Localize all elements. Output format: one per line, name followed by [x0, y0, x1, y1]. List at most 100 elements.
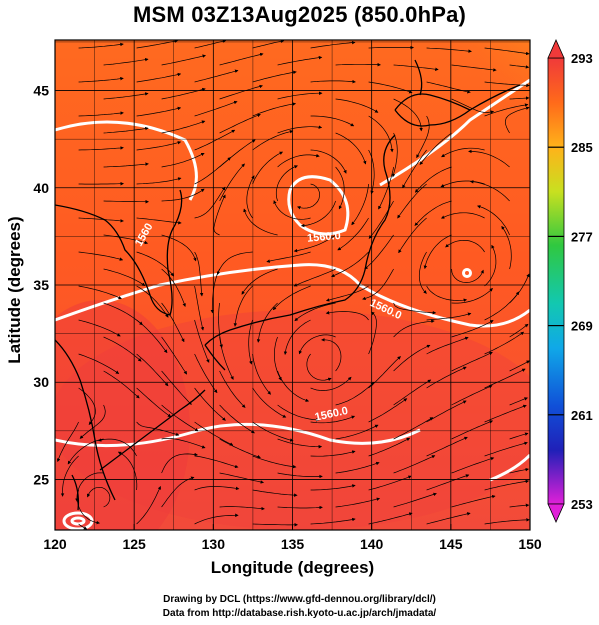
- streamline: [161, 234, 197, 262]
- colorbar-tick-label: 277: [571, 229, 593, 244]
- streamline: [76, 489, 100, 525]
- streamline: [78, 42, 124, 49]
- streamline: [393, 455, 436, 474]
- streamline: [484, 441, 528, 457]
- streamline: [310, 40, 356, 49]
- streamline: [484, 368, 526, 389]
- wind-streamlines: [56, 40, 530, 530]
- streamline: [451, 494, 496, 508]
- streamline: [426, 285, 468, 302]
- streamline: [451, 420, 494, 440]
- streamline: [219, 472, 264, 484]
- streamline: [78, 353, 120, 374]
- streamline: [78, 523, 88, 530]
- streamline: [426, 512, 471, 525]
- x-tick-label: 140: [360, 536, 384, 552]
- streamline: [219, 506, 265, 511]
- streamline: [161, 452, 198, 474]
- streamline: [219, 52, 264, 66]
- streamline: [194, 186, 226, 219]
- streamline: [252, 455, 297, 469]
- grid-lines: [55, 40, 530, 530]
- streamline: [335, 98, 379, 113]
- streamline: [368, 115, 394, 153]
- streamline: [393, 492, 437, 508]
- streamline: [241, 268, 278, 295]
- streamline: [468, 149, 510, 168]
- streamline: [335, 62, 381, 67]
- streamline: [335, 166, 345, 210]
- streamline: [78, 111, 124, 117]
- streamline: [293, 268, 336, 287]
- streamline: [216, 251, 253, 276]
- streamline: [252, 421, 294, 442]
- streamline: [414, 166, 452, 193]
- streamline: [393, 302, 437, 315]
- streamline: [136, 177, 182, 185]
- streamline: [194, 319, 210, 363]
- streamline: [393, 417, 434, 440]
- streamline: [194, 387, 226, 421]
- streamline: [194, 157, 232, 185]
- streamline: [194, 100, 238, 117]
- streamline: [103, 126, 149, 134]
- streamline: [103, 92, 149, 100]
- streamline: [98, 438, 137, 457]
- streamline: [419, 132, 452, 165]
- streamline: [136, 319, 168, 354]
- streamline: [484, 291, 520, 321]
- streamline: [78, 251, 124, 261]
- streamline: [103, 199, 149, 204]
- streamline: [86, 486, 111, 508]
- streamline: [331, 251, 369, 278]
- contour-lines: [55, 78, 530, 530]
- streamline: [300, 200, 336, 228]
- streamline: [426, 312, 472, 321]
- y-tick-label: 40: [33, 180, 49, 196]
- streamline: [451, 268, 484, 283]
- streamline: [56, 421, 79, 463]
- streamline: [445, 239, 485, 253]
- streamline: [337, 217, 369, 251]
- streamline: [335, 382, 375, 406]
- streamline: [103, 162, 149, 168]
- streamline: [368, 356, 401, 389]
- y-tick-label: 35: [33, 277, 49, 293]
- streamline: [393, 64, 439, 71]
- streamline: [509, 432, 529, 440]
- streamline: [368, 311, 377, 355]
- streamline: [194, 353, 218, 394]
- x-tick-label: 135: [281, 536, 305, 552]
- streamline: [310, 149, 347, 174]
- streamline: [219, 370, 246, 408]
- x-tick-label: 130: [202, 536, 226, 552]
- streamline: [310, 450, 356, 457]
- streamline: [103, 234, 149, 245]
- streamline: [325, 285, 369, 302]
- streamline: [277, 91, 323, 100]
- streamline: [484, 404, 527, 423]
- streamline: [103, 370, 140, 399]
- streamline: [136, 353, 169, 387]
- streamline: [194, 421, 234, 446]
- streamline: [136, 285, 169, 318]
- streamline: [368, 437, 411, 457]
- x-tick-label: 150: [518, 536, 542, 552]
- streamline: [423, 234, 452, 270]
- streamline: [310, 115, 355, 127]
- streamline: [368, 475, 412, 491]
- streamline: [294, 302, 336, 322]
- streamline: [161, 336, 188, 375]
- x-tick-label: 125: [122, 536, 146, 552]
- streamline: [246, 175, 255, 219]
- streamline: [248, 319, 253, 365]
- streamline: [243, 208, 278, 236]
- chart-title: MSM 03Z13Aug2025 (850.0hPa): [132, 2, 467, 27]
- credit-data: Data from http://database.rish.kyoto-u.a…: [162, 608, 437, 619]
- streamline: [103, 336, 142, 362]
- streamline: [277, 404, 320, 422]
- streamline: [283, 319, 311, 355]
- streamline: [78, 146, 124, 151]
- streamline: [426, 336, 469, 355]
